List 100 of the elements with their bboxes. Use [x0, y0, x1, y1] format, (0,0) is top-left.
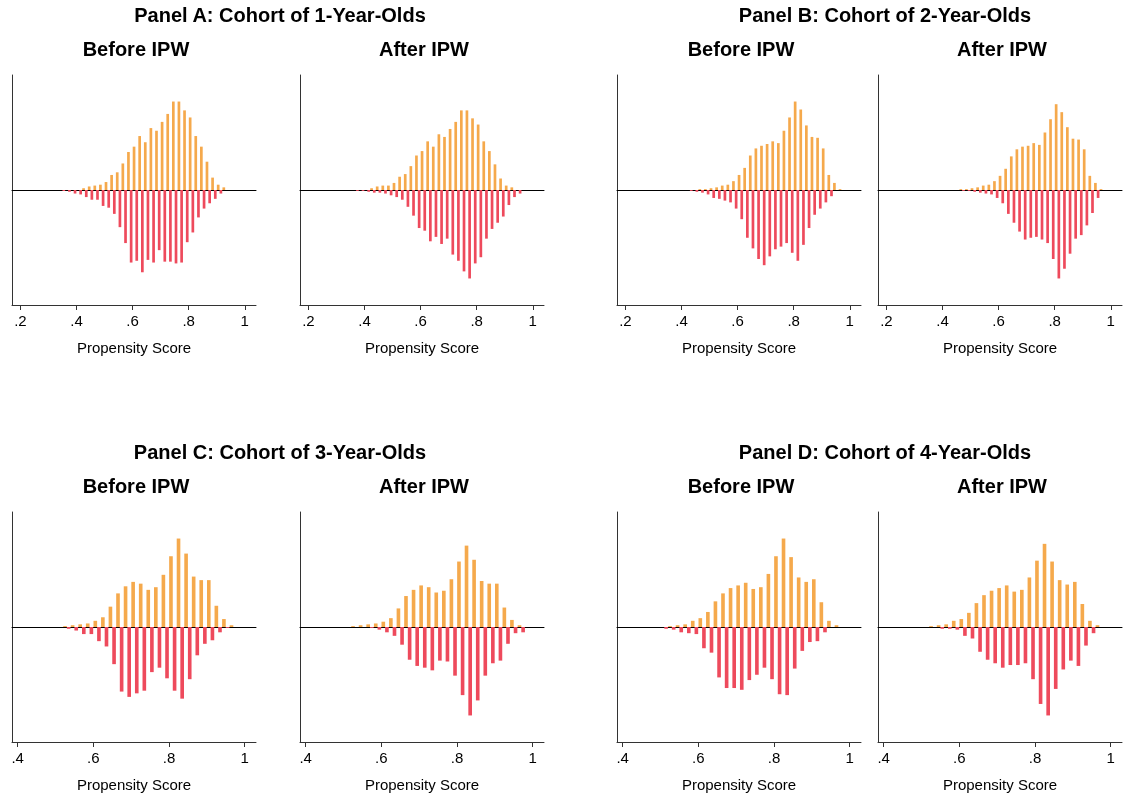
chart-subtitle: After IPW	[957, 475, 1048, 497]
bar	[157, 190, 161, 251]
bar	[459, 110, 463, 190]
x-axis-title: Propensity Score	[942, 776, 1058, 793]
bar	[1066, 127, 1069, 190]
bar	[736, 585, 740, 627]
bar	[702, 627, 706, 649]
bar	[1029, 190, 1033, 238]
bar	[468, 627, 472, 716]
bar	[155, 130, 158, 190]
bar	[180, 190, 183, 263]
bar	[770, 627, 774, 680]
bar	[987, 184, 991, 190]
x-tick-label: .4	[616, 749, 629, 766]
x-tick-label: .6	[992, 312, 1005, 329]
x-tick-label: 1	[528, 312, 537, 329]
chart-title: Panel B: Cohort of 2-Year-Olds	[737, 4, 1033, 27]
bar	[1018, 190, 1021, 232]
x-tick-label: .8	[450, 749, 464, 766]
x-tick-label: .8	[470, 312, 483, 329]
bar	[135, 190, 139, 261]
bar	[400, 627, 404, 645]
bar	[751, 588, 756, 627]
x-axis-title: Propensity Score	[364, 339, 480, 356]
bar	[138, 583, 143, 627]
bar	[790, 190, 794, 253]
bar	[833, 182, 836, 190]
bar	[194, 136, 198, 190]
bar	[1060, 112, 1064, 190]
bar	[521, 627, 525, 633]
bar	[197, 190, 200, 218]
x-tick-label: .2	[619, 312, 632, 329]
bar	[412, 190, 415, 216]
chart-subtitle: Before IPW	[82, 38, 190, 60]
bar	[457, 190, 460, 261]
x-tick-label: .8	[1028, 749, 1042, 766]
bar	[671, 627, 676, 630]
bar	[712, 190, 716, 198]
bar	[112, 627, 116, 665]
bar	[482, 141, 486, 190]
bar	[993, 181, 996, 190]
bar	[1082, 149, 1086, 190]
x-tick-label: .4	[11, 749, 24, 766]
bar	[743, 582, 748, 627]
bar	[434, 592, 439, 627]
x-tick-label: 1	[528, 749, 537, 766]
bar	[963, 627, 967, 636]
bar	[1037, 144, 1041, 190]
bar	[494, 583, 499, 627]
x-tick-label: .8	[767, 749, 781, 766]
bar	[472, 559, 476, 627]
bar	[732, 181, 735, 190]
bar	[127, 627, 132, 697]
x-tick-label: .8	[182, 312, 195, 329]
chart-title: Panel A: Cohort of 1-Year-Olds	[133, 4, 427, 27]
bar	[468, 190, 471, 279]
bar	[87, 186, 91, 190]
bar	[732, 627, 737, 689]
bar	[415, 627, 420, 666]
bar	[185, 190, 189, 243]
bar	[471, 118, 474, 190]
x-tick-label: 1	[845, 749, 854, 766]
x-tick-label: .6	[375, 749, 388, 766]
bar	[811, 579, 816, 627]
bar	[1069, 627, 1073, 661]
bar	[978, 627, 982, 652]
bar	[143, 142, 147, 190]
bar	[982, 595, 986, 627]
bar	[101, 617, 105, 627]
bar	[389, 618, 393, 627]
bar	[757, 190, 760, 259]
bar	[774, 190, 777, 250]
bar	[166, 113, 170, 190]
bar	[1072, 581, 1077, 627]
bar	[1001, 190, 1005, 204]
bar	[1046, 190, 1049, 244]
bar	[501, 190, 505, 217]
bar	[796, 190, 800, 261]
bar	[97, 627, 101, 642]
bar	[1049, 119, 1052, 190]
bar	[180, 627, 184, 699]
bar	[373, 623, 378, 627]
bar	[997, 588, 1001, 627]
bar	[206, 580, 211, 627]
bar	[187, 627, 192, 680]
x-tick-label: .6	[953, 749, 966, 766]
chart-subtitle: After IPW	[379, 475, 470, 497]
x-tick-label: .6	[731, 312, 744, 329]
bar	[981, 185, 985, 190]
x-tick-label: .4	[358, 312, 371, 329]
bar	[429, 190, 432, 242]
bar	[1084, 627, 1088, 646]
chart-subtitle: Before IPW	[687, 38, 795, 60]
bar	[785, 190, 788, 244]
x-tick-label: 1	[240, 749, 249, 766]
chart-title: Panel D: Cohort of 4-Year-Olds	[737, 441, 1033, 464]
bar	[222, 619, 226, 627]
x-tick-label: 1	[1106, 749, 1115, 766]
bar	[1061, 627, 1066, 670]
bar	[85, 623, 90, 627]
